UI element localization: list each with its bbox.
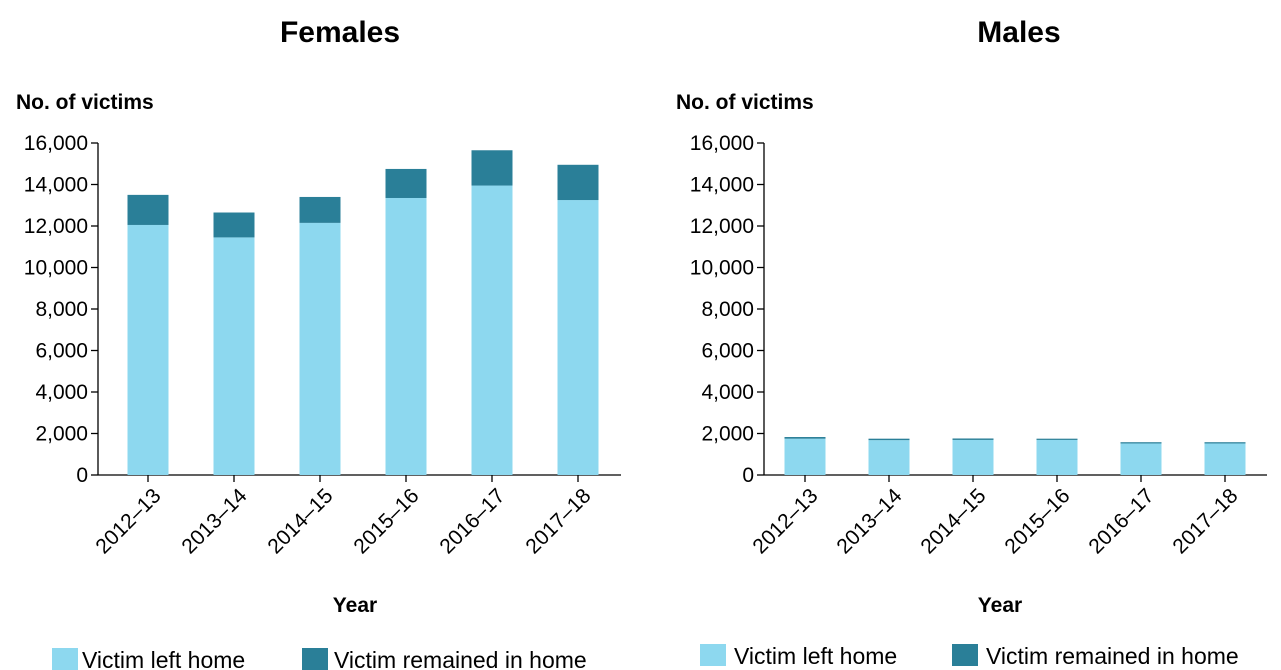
bar-victim-remained-in-home <box>300 197 341 223</box>
legend-label-victim-remained-in-home: Victim remained in home <box>986 643 1239 669</box>
chart-title: Males <box>977 16 1060 49</box>
bar-victim-remained-in-home <box>558 165 599 200</box>
bar-victim-remained-in-home <box>214 213 255 238</box>
legend-label-victim-left-home: Victim left home <box>82 647 245 670</box>
y-tick-label: 10,000 <box>690 257 754 280</box>
y-tick-label: 10,000 <box>24 257 88 280</box>
y-tick-label: 4,000 <box>701 381 754 404</box>
x-tick-label: 2017–18 <box>1168 484 1242 558</box>
chart-males-svg: Males No. of victims Year Victim left ho… <box>660 0 1281 670</box>
y-tick-label: 12,000 <box>690 215 754 238</box>
x-tick-label: 2015–16 <box>349 484 423 558</box>
y-tick-label: 6,000 <box>701 340 754 363</box>
plot-area: 0 2,000 4,000 6,000 8,000 10,000 12,000 14,000 1… <box>690 132 1267 558</box>
bar-victim-remained-in-home <box>953 438 994 439</box>
bar-victim-left-home <box>472 186 513 475</box>
x-tick-label: 2016–17 <box>435 484 509 558</box>
bar-victim-remained-in-home <box>869 439 910 440</box>
x-axis-label: Year <box>978 594 1022 617</box>
legend: Victim left home Victim remained in home <box>52 647 587 670</box>
y-tick-label: 14,000 <box>24 174 88 197</box>
y-tick-label: 4,000 <box>35 381 88 404</box>
bar-victim-left-home <box>558 200 599 475</box>
legend: Victim left home Victim remained in home <box>700 643 1239 669</box>
y-tick-label: 2,000 <box>35 423 88 446</box>
legend-swatch-victim-remained-in-home <box>952 644 978 666</box>
y-tick-label: 6,000 <box>35 340 88 363</box>
y-tick-label: 0 <box>76 464 88 487</box>
bar-victim-left-home <box>300 223 341 475</box>
chart-females-svg: Females No. of victims Year Victim left … <box>0 0 640 670</box>
chart-males: Males No. of victims Year Victim left ho… <box>660 0 1281 670</box>
y-axis-label: No. of victims <box>676 91 814 114</box>
legend-swatch-victim-left-home <box>52 648 78 670</box>
y-tick-label: 16,000 <box>24 132 88 155</box>
bar-victim-remained-in-home <box>128 195 169 225</box>
y-tick-label: 2,000 <box>701 423 754 446</box>
bar-victim-left-home <box>1121 443 1162 475</box>
y-tick-label: 0 <box>742 464 754 487</box>
bar-victim-left-home <box>1037 440 1078 475</box>
bar-victim-left-home <box>128 225 169 475</box>
x-tick-label: 2014–15 <box>263 484 337 558</box>
bar-victim-remained-in-home <box>472 150 513 185</box>
x-tick-label: 2013–14 <box>832 484 906 558</box>
bar-victim-left-home <box>953 440 994 475</box>
bar-victim-remained-in-home <box>785 437 826 439</box>
y-tick-label: 8,000 <box>701 298 754 321</box>
y-tick-label: 8,000 <box>35 298 88 321</box>
x-tick-label: 2016–17 <box>1084 484 1158 558</box>
x-tick-label: 2015–16 <box>1000 484 1074 558</box>
plot-area: 0 2,000 4,000 6,000 8,000 10,000 12,000 14,000 1… <box>24 132 621 558</box>
legend-swatch-victim-remained-in-home <box>302 648 328 670</box>
y-tick-label: 16,000 <box>690 132 754 155</box>
x-tick-label: 2012–13 <box>91 484 165 558</box>
bar-victim-left-home <box>214 237 255 475</box>
x-tick-label: 2012–13 <box>748 484 822 558</box>
bar-victim-left-home <box>785 439 826 475</box>
x-tick-label: 2013–14 <box>177 484 251 558</box>
bar-victim-remained-in-home <box>1121 442 1162 443</box>
x-axis-label: Year <box>333 594 377 617</box>
legend-swatch-victim-left-home <box>700 644 726 666</box>
bar-victim-remained-in-home <box>1205 442 1246 443</box>
chart-females: Females No. of victims Year Victim left … <box>0 0 640 670</box>
bar-victim-left-home <box>1205 443 1246 475</box>
legend-label-victim-left-home: Victim left home <box>734 643 897 669</box>
legend-label-victim-remained-in-home: Victim remained in home <box>334 647 587 670</box>
bar-victim-left-home <box>869 440 910 475</box>
bar-victim-remained-in-home <box>386 169 427 198</box>
y-tick-label: 12,000 <box>24 215 88 238</box>
chart-title: Females <box>280 16 400 49</box>
y-tick-label: 14,000 <box>690 174 754 197</box>
y-axis-label: No. of victims <box>16 91 154 114</box>
bar-victim-left-home <box>386 198 427 475</box>
x-tick-label: 2014–15 <box>916 484 990 558</box>
x-tick-label: 2017–18 <box>521 484 595 558</box>
bar-victim-remained-in-home <box>1037 439 1078 440</box>
